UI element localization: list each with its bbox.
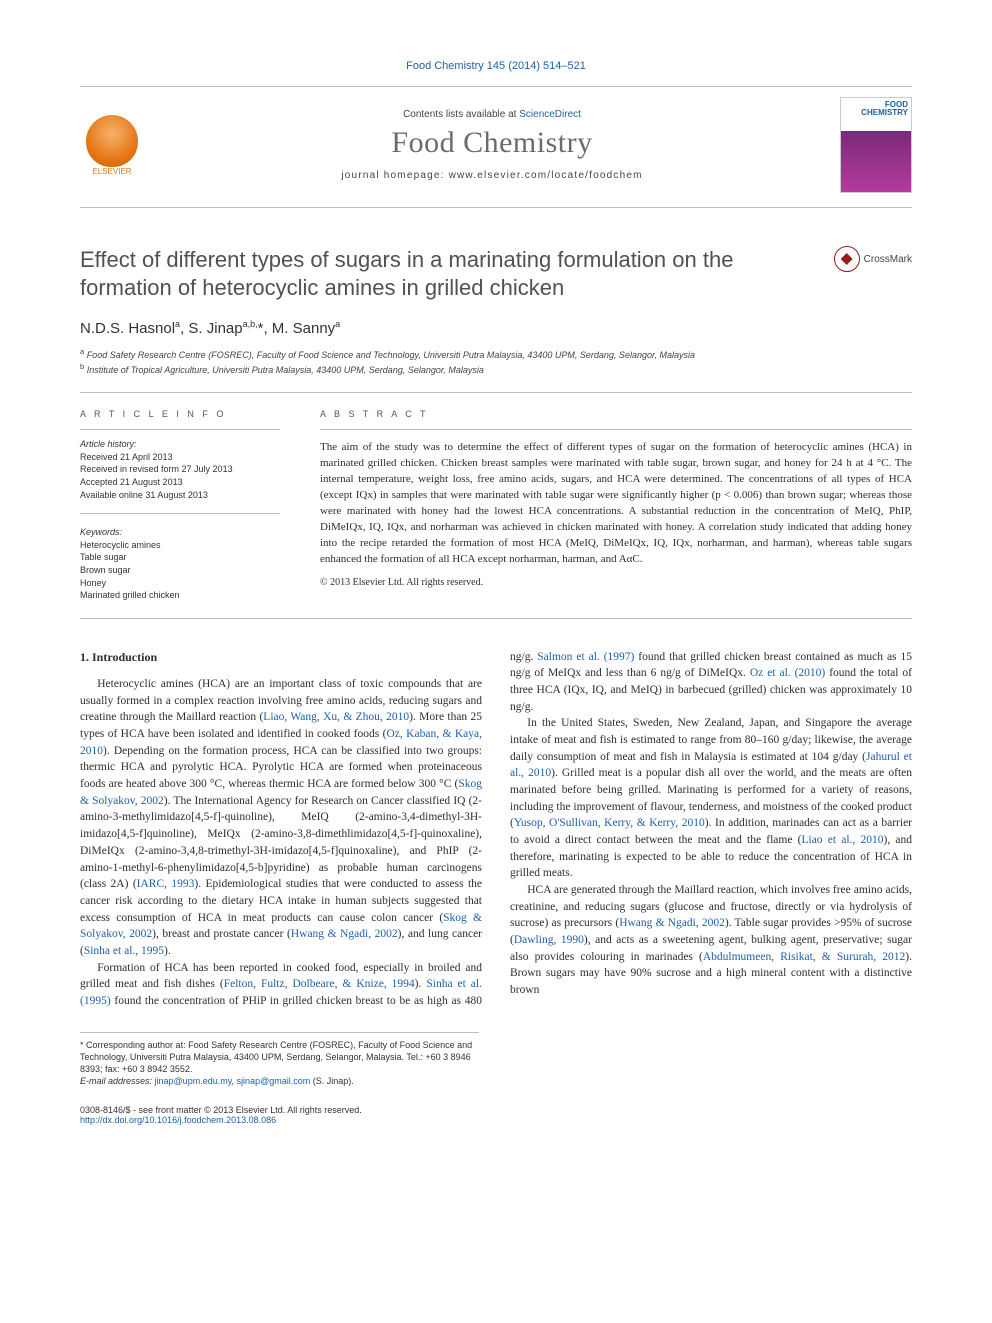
elsevier-logo[interactable]: ELSEVIER [80,115,144,176]
homepage-line: journal homepage: www.elsevier.com/locat… [166,170,818,181]
divider-mid [80,618,912,619]
ref-hwang-2002b[interactable]: Hwang & Ngadi, 2002 [619,917,725,929]
ref-yusop-2010[interactable]: Yusop, O'Sullivan, Kerry, & Kerry, 2010 [514,817,705,829]
divider-top [80,392,912,393]
abstract-col: A B S T R A C T The aim of the study was… [320,409,912,602]
bottom-left: 0308-8146/$ - see front matter © 2013 El… [80,1105,362,1125]
history-online: Available online 31 August 2013 [80,489,280,502]
affiliations: a Food Safety Research Centre (FOSREC), … [80,347,912,376]
email-line: E-mail addresses: jinap@upm.edu.my, sjin… [80,1075,479,1087]
abstract-heading: A B S T R A C T [320,409,912,419]
para-3: In the United States, Sweden, New Zealan… [510,715,912,882]
history-accepted: Accepted 21 August 2013 [80,476,280,489]
ref-iarc-1993[interactable]: IARC, 1993 [137,878,195,890]
ref-abdulmumeen-2012[interactable]: Abdulmumeen, Risikat, & Sururah, 2012 [703,951,905,963]
ref-sinha-1995a[interactable]: Sinha et al., 1995 [84,945,164,957]
ref-oz-2010b[interactable]: Oz et al. (2010) [750,667,825,679]
ref-liao-2010b[interactable]: Liao et al., 2010 [801,834,883,846]
ref-hwang-2002a[interactable]: Hwang & Ngadi, 2002 [291,928,398,940]
intro-heading: 1. Introduction [80,649,482,666]
crossmark-label: CrossMark [864,254,912,265]
title-row: Effect of different types of sugars in a… [80,246,912,301]
para-4: HCA are generated through the Maillard r… [510,882,912,999]
email-1[interactable]: jinap@upm.edu.my [155,1076,232,1086]
para-1: Heterocyclic amines (HCA) are an importa… [80,676,482,959]
article-info-heading: A R T I C L E I N F O [80,409,280,419]
abstract-copyright: © 2013 Elsevier Ltd. All rights reserved… [320,576,912,591]
keyword-0: Heterocyclic amines [80,539,280,552]
corresponding-author-note: * Corresponding author at: Food Safety R… [80,1039,479,1075]
email-2[interactable]: sjinap@gmail.com [237,1076,311,1086]
doi-link[interactable]: http://dx.doi.org/10.1016/j.foodchem.201… [80,1115,276,1125]
affiliation-b: Institute of Tropical Agriculture, Unive… [87,365,484,375]
ref-felton-1994[interactable]: Felton, Fultz, Dolbeare, & Knize, 1994 [224,978,415,990]
keyword-2: Brown sugar [80,564,280,577]
crossmark-widget[interactable]: CrossMark [834,246,912,272]
article-title: Effect of different types of sugars in a… [80,246,814,301]
journal-cover-thumb[interactable]: FOODCHEMISTRY [840,97,912,193]
info-abstract-row: A R T I C L E I N F O Article history: R… [80,409,912,602]
affiliation-a: Food Safety Research Centre (FOSREC), Fa… [87,350,695,360]
journal-name: Food Chemistry [166,126,818,160]
contents-prefix: Contents lists available at [403,109,519,120]
footnotes: * Corresponding author at: Food Safety R… [80,1032,479,1088]
keyword-4: Marinated grilled chicken [80,589,280,602]
body-columns: 1. Introduction Heterocyclic amines (HCA… [80,649,912,1010]
publisher-name: ELSEVIER [92,167,131,176]
history-revised: Received in revised form 27 July 2013 [80,463,280,476]
keyword-1: Table sugar [80,551,280,564]
elsevier-tree-icon [86,115,138,167]
keywords-label: Keywords: [80,527,122,537]
history-label: Article history: [80,439,137,449]
sciencedirect-link[interactable]: ScienceDirect [519,109,581,120]
abstract-text: The aim of the study was to determine th… [320,440,912,568]
ref-salmon-1997[interactable]: Salmon et al. (1997) [537,651,634,663]
cover-title: FOODCHEMISTRY [861,101,908,117]
front-matter-line: 0308-8146/$ - see front matter © 2013 El… [80,1105,362,1115]
authors-line: N.D.S. Hasnola, S. Jinapa,b,*, M. Sannya [80,319,912,337]
top-citation: Food Chemistry 145 (2014) 514–521 [80,60,912,72]
page-root: Food Chemistry 145 (2014) 514–521 ELSEVI… [0,0,992,1175]
contents-line: Contents lists available at ScienceDirec… [166,109,818,120]
ref-liao-2010[interactable]: Liao, Wang, Xu, & Zhou, 2010 [263,711,409,723]
bottom-bar: 0308-8146/$ - see front matter © 2013 El… [80,1105,912,1125]
keyword-3: Honey [80,577,280,590]
article-info-col: A R T I C L E I N F O Article history: R… [80,409,280,602]
homepage-prefix: journal homepage: [341,170,448,181]
history-received: Received 21 April 2013 [80,451,280,464]
masthead-center: Contents lists available at ScienceDirec… [166,109,818,181]
crossmark-icon [834,246,860,272]
masthead: ELSEVIER Contents lists available at Sci… [80,86,912,208]
homepage-url[interactable]: www.elsevier.com/locate/foodchem [449,170,643,181]
ref-dawling-1990[interactable]: Dawling, 1990 [514,934,584,946]
